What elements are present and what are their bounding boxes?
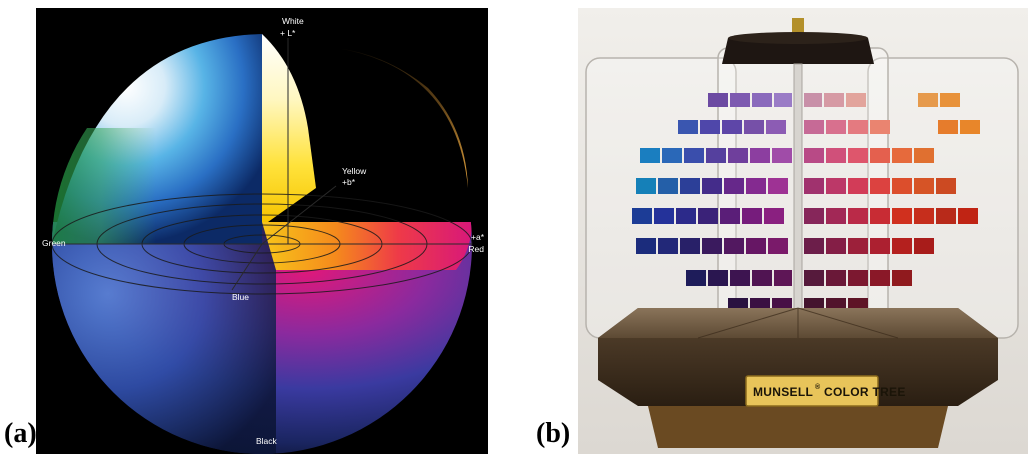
panel-label-a: (a) xyxy=(4,418,37,449)
axis-label-plus-b: +b* xyxy=(342,177,356,187)
axis-label-yellow: Yellow xyxy=(342,166,367,176)
panel-label-b: (b) xyxy=(536,418,571,449)
plaque-brand: MUNSELL xyxy=(753,385,813,399)
munsell-plaque xyxy=(745,375,879,407)
axis-label-plus-l: + L* xyxy=(280,28,296,38)
axis-label-plus-a: +a* xyxy=(471,232,485,242)
axis-label-blue: Blue xyxy=(232,292,249,302)
plaque-registered-mark: ® xyxy=(815,383,821,391)
axis-label-green: Green xyxy=(42,238,66,248)
munsell-color-tree-photo: MUNSELL ® COLOR TREE xyxy=(578,8,1028,454)
axis-label-white: White xyxy=(282,16,304,26)
cielab-sphere-image: White + L* Yellow +b* Green +a* Red Blue… xyxy=(36,8,488,454)
color-chips-left xyxy=(632,93,792,312)
axis-label-black: Black xyxy=(256,436,278,446)
color-chips-right xyxy=(804,93,980,312)
plaque-product: COLOR TREE xyxy=(824,385,906,399)
axis-label-red: Red xyxy=(468,244,484,254)
